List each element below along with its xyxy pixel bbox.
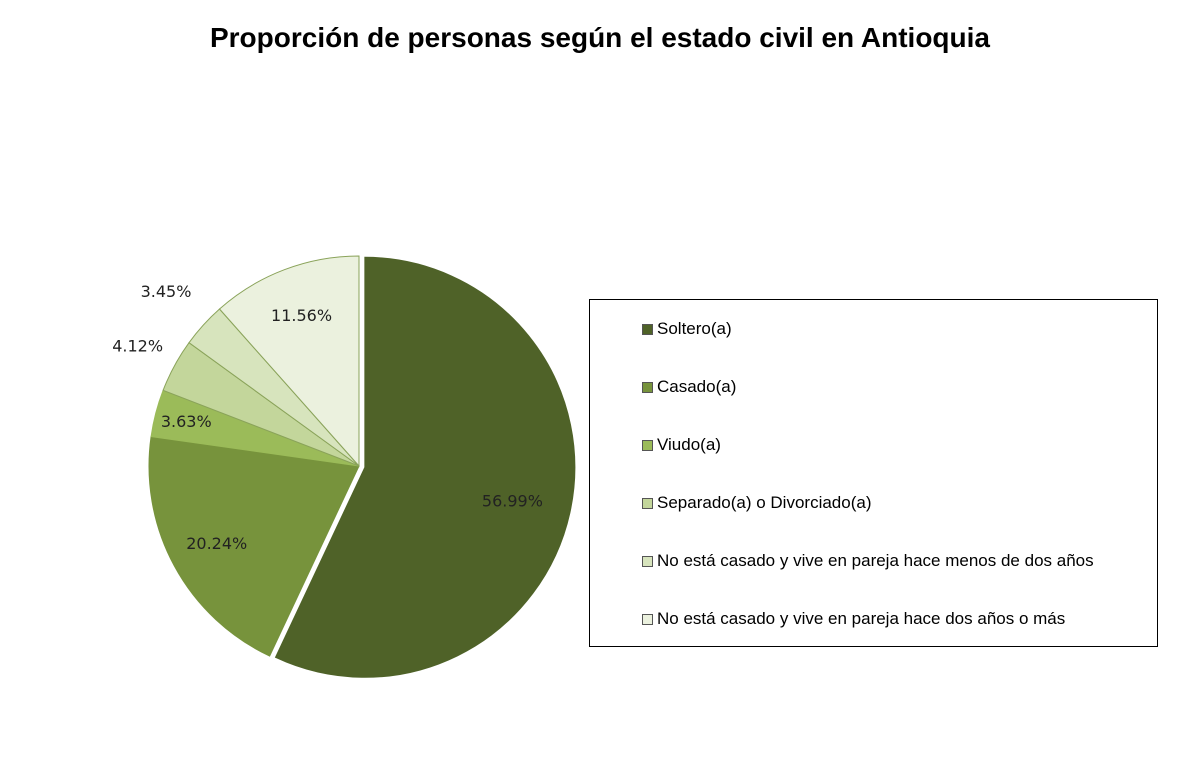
- legend-swatch: [642, 613, 653, 625]
- legend-label: Soltero(a): [657, 319, 732, 338]
- pie-slice-casado-a: [148, 436, 360, 657]
- legend-label: No está casado y vive en pareja hace dos…: [657, 609, 1066, 628]
- legend-swatch: [642, 439, 653, 451]
- data-label-soltero-a: 56.99%: [482, 491, 543, 510]
- data-label-no-esta-casado-y-vive-en-pareja-hace-dos-anos-o-mas: 11.56%: [271, 306, 332, 325]
- legend-swatch: [642, 555, 653, 567]
- legend-item-separado-a-o-divorciado-a: Separado(a) o Divorciado(a): [642, 493, 872, 513]
- legend-item-no-esta-casado-y-vive-en-pareja-hace-dos-anos-o-mas: No está casado y vive en pareja hace dos…: [642, 609, 1065, 629]
- legend-swatch: [642, 497, 653, 509]
- legend-item-viudo-a: Viudo(a): [642, 435, 721, 455]
- data-label-separado-a-o-divorciado-a: 4.12%: [112, 337, 163, 356]
- legend-label: Viudo(a): [657, 435, 721, 454]
- data-label-no-esta-casado-y-vive-en-pareja-hace-menos-de-dos-anos: 3.45%: [141, 282, 192, 301]
- data-label-viudo-a: 3.63%: [161, 412, 212, 431]
- legend-item-soltero-a: Soltero(a): [642, 319, 732, 339]
- data-label-casado-a: 20.24%: [186, 534, 247, 553]
- legend-item-no-esta-casado-y-vive-en-pareja-hace-menos-de-dos-anos: No está casado y vive en pareja hace men…: [642, 551, 1094, 571]
- legend-swatch: [642, 323, 653, 335]
- pie-slice-no-esta-casado-y-vive-en-pareja-hace-dos-anos-o-mas: [218, 255, 360, 468]
- chart-title: Proporción de personas según el estado c…: [209, 22, 990, 53]
- legend-item-casado-a: Casado(a): [642, 377, 736, 397]
- chart-legend: Soltero(a) Casado(a) Viudo(a) Separado(a) o…: [589, 299, 1158, 647]
- legend-label: Casado(a): [657, 377, 737, 396]
- pie-slice-soltero-a: [274, 256, 576, 678]
- legend-label: No está casado y vive en pareja hace men…: [657, 551, 1094, 570]
- legend-swatch: [642, 381, 653, 393]
- legend-label: Separado(a) o Divorciado(a): [657, 493, 872, 512]
